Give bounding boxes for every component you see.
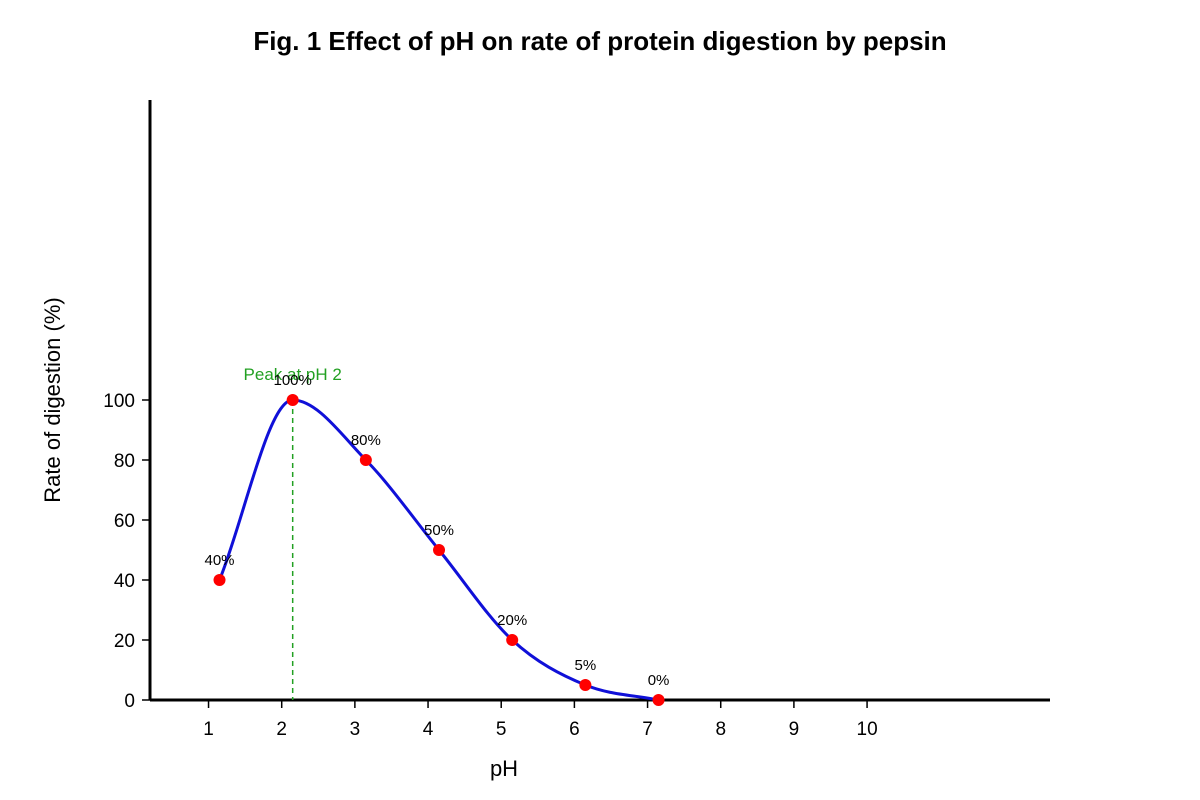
data-point bbox=[433, 544, 446, 556]
x-tick-label: 10 bbox=[857, 719, 878, 740]
data-points: 40% 100% 80% 50% 20% 5% 0% bbox=[204, 372, 669, 706]
x-tick-label: 2 bbox=[276, 719, 287, 740]
data-point bbox=[652, 694, 665, 706]
data-label: 0% bbox=[648, 672, 670, 689]
data-label: 20% bbox=[497, 612, 527, 629]
y-axis-label: Rate of digestion (%) bbox=[40, 297, 65, 502]
y-tick-label: 60 bbox=[114, 511, 135, 532]
data-label: 40% bbox=[204, 552, 234, 569]
y-tick-label: 40 bbox=[114, 571, 135, 592]
annotation-layer: Peak at pH 2 bbox=[244, 365, 342, 700]
y-tick-label: 100 bbox=[103, 391, 135, 412]
x-tick-label: 7 bbox=[642, 719, 653, 740]
peak-annotation: Peak at pH 2 bbox=[244, 365, 342, 384]
y-tick-label: 20 bbox=[114, 631, 135, 652]
data-point bbox=[286, 394, 299, 406]
x-tick-label: 8 bbox=[715, 719, 726, 740]
data-label: 80% bbox=[351, 432, 381, 449]
data-label: 100% bbox=[273, 372, 311, 389]
data-point bbox=[579, 679, 592, 691]
x-tick-label: 1 bbox=[203, 719, 214, 740]
x-tick-label: 4 bbox=[423, 719, 434, 740]
data-point bbox=[506, 634, 519, 646]
y-tick-label: 0 bbox=[124, 691, 135, 712]
data-point bbox=[359, 454, 372, 466]
data-label: 5% bbox=[575, 657, 597, 674]
x-tick-label: 3 bbox=[350, 719, 361, 740]
series-line bbox=[218, 398, 659, 702]
x-tick-label: 5 bbox=[496, 719, 507, 740]
x-tick-label: 9 bbox=[789, 719, 800, 740]
chart-title: Fig. 1 Effect of pH on rate of protein d… bbox=[253, 26, 946, 56]
x-tick-label: 6 bbox=[569, 719, 580, 740]
data-label: 50% bbox=[424, 522, 454, 539]
axes bbox=[148, 100, 1050, 702]
x-axis-label: pH bbox=[490, 756, 518, 781]
data-point bbox=[213, 574, 226, 586]
y-tick-label: 80 bbox=[114, 451, 135, 472]
